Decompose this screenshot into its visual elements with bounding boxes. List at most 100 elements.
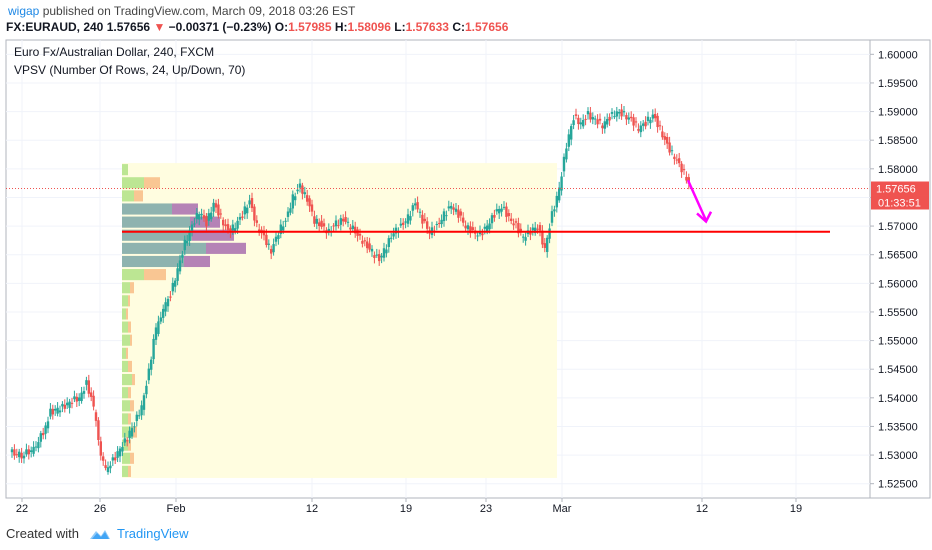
candle-body [135, 414, 138, 421]
vp-down-bar [144, 177, 160, 189]
candle-body [15, 454, 18, 456]
candle-body [442, 211, 446, 222]
vp-up-bar [122, 465, 128, 477]
candle-body [250, 198, 254, 209]
candle-body [670, 150, 674, 152]
candle-body [548, 228, 551, 239]
candle-body [586, 111, 590, 115]
candle-body [464, 225, 467, 229]
candle-body [608, 116, 611, 121]
candle-body [114, 457, 117, 461]
candle-body [606, 119, 609, 125]
candle-body [190, 224, 194, 231]
candle-body [462, 217, 465, 223]
candle-body [574, 114, 578, 116]
created-with-label: Created with [6, 526, 79, 541]
candle-body [490, 215, 494, 224]
candle-body [73, 396, 76, 400]
candle-body [162, 308, 165, 318]
candle-body [454, 208, 458, 212]
candle-body [646, 116, 650, 121]
vp-down-bar [130, 282, 134, 294]
candle-body [128, 430, 131, 439]
candle-body [205, 216, 208, 227]
vp-down-bar [128, 387, 131, 399]
vp-up-bar [122, 452, 130, 464]
candle-body [87, 380, 90, 394]
candle-body [466, 225, 470, 230]
price-axis[interactable] [869, 39, 931, 499]
candle-body [306, 195, 309, 202]
x-tick-label: 12 [306, 503, 318, 515]
candle-body [198, 214, 201, 220]
candle-body [344, 216, 347, 222]
publish-text: published on TradingView.com, March 09, … [42, 4, 356, 18]
vp-up-bar [122, 164, 128, 176]
candle-body [426, 221, 429, 229]
x-tick-label: 22 [16, 503, 28, 515]
candle-body [70, 402, 74, 404]
candle-body [318, 222, 321, 227]
candle-body [349, 227, 352, 230]
candle-body [495, 209, 498, 212]
y-tick-label: 1.59000 [878, 107, 918, 119]
candle-body [666, 137, 669, 144]
candle-body [18, 451, 21, 458]
vp-up-bar [122, 295, 128, 307]
candle-body [152, 338, 155, 360]
vp-up-bar [122, 203, 172, 215]
vp-up-bar [122, 374, 132, 386]
candle-body [236, 220, 239, 229]
low-label: L: [394, 20, 406, 34]
x-tick-label: Feb [167, 503, 186, 515]
candle-body [243, 206, 246, 215]
candle-body [104, 465, 107, 469]
candle-body [334, 220, 338, 227]
vp-down-bar [130, 452, 134, 464]
candle-body [409, 216, 412, 221]
candle-body [565, 148, 568, 160]
candle-body [546, 237, 549, 252]
candle-body [123, 438, 126, 443]
candle-body [354, 226, 357, 234]
candle-body [514, 221, 518, 223]
candle-body [445, 215, 448, 217]
vp-down-bar [128, 465, 131, 477]
candle-body [570, 126, 573, 140]
candle-body [75, 396, 78, 402]
candle-body [505, 206, 508, 217]
vp-down-bar [130, 334, 132, 346]
candle-body [126, 440, 129, 442]
volume-profile-bars [122, 164, 246, 477]
candle-body [200, 213, 203, 216]
candle-body [195, 213, 198, 220]
price-chart[interactable]: Euro Fx/Australian Dollar, 240, FXCM VPS… [0, 0, 932, 520]
candle-body [22, 455, 26, 459]
arrow-head [696, 211, 713, 224]
candle-body [555, 195, 558, 208]
candle-body [531, 227, 534, 231]
candle-body [130, 428, 134, 437]
candle-body [10, 449, 14, 453]
candle-body [246, 207, 249, 214]
candle-body [370, 248, 374, 252]
tradingview-brand-link[interactable]: TradingView [116, 526, 189, 541]
y-tick-label: 1.54000 [878, 393, 918, 405]
vp-down-bar [128, 321, 131, 333]
candle-body [394, 227, 398, 234]
candle-body [579, 122, 582, 125]
candle-body [502, 206, 506, 208]
candle-body [322, 223, 326, 227]
change-down-icon: ▼ [153, 20, 166, 34]
candle-body [255, 220, 258, 223]
candle-body [291, 194, 294, 209]
candle-body [634, 121, 638, 123]
candle-body [406, 214, 410, 224]
candle-body [284, 220, 287, 222]
y-tick-label: 1.55500 [878, 307, 918, 319]
vp-up-bar [122, 269, 144, 281]
candle-body [457, 209, 460, 218]
author-link[interactable]: wigap [8, 4, 40, 18]
candle-body [673, 156, 676, 160]
publish-info: wigap published on TradingView.com, Marc… [8, 4, 355, 18]
